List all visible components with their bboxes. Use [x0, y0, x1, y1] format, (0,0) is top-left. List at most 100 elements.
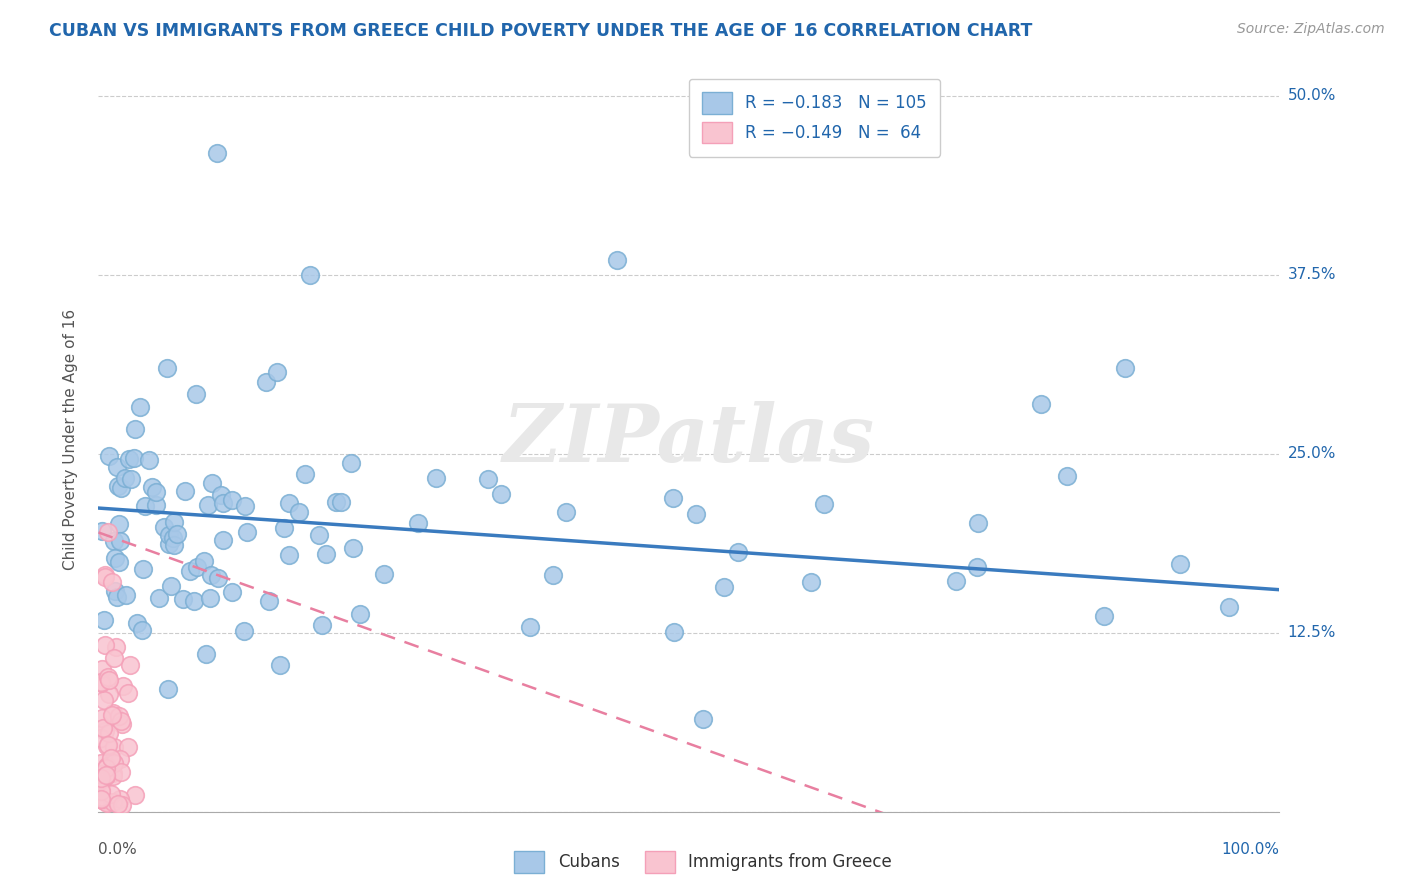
- Point: [157, 537, 180, 551]
- Point: [97, 525, 120, 540]
- Point: [325, 495, 347, 509]
- Point: [90, 676, 112, 690]
- Legend: Cubans, Immigrants from Greece: Cubans, Immigrants from Greece: [508, 845, 898, 880]
- Point: [108, 534, 131, 549]
- Point: [425, 471, 447, 485]
- Point: [148, 591, 170, 606]
- Point: [1218, 600, 1240, 615]
- Point: [662, 491, 685, 505]
- Text: 0.0%: 0.0%: [98, 842, 138, 857]
- Point: [90, 792, 112, 806]
- Point: [232, 624, 254, 639]
- Point: [340, 456, 363, 470]
- Point: [96, 739, 118, 754]
- Point: [107, 797, 129, 812]
- Point: [278, 548, 301, 562]
- Point: [103, 795, 125, 809]
- Point: [200, 568, 222, 582]
- Point: [349, 607, 371, 621]
- Point: [101, 575, 124, 590]
- Point: [90, 792, 112, 806]
- Point: [94, 568, 117, 582]
- Point: [685, 507, 707, 521]
- Point: [93, 721, 115, 735]
- Point: [110, 714, 132, 728]
- Point: [108, 709, 131, 723]
- Point: [100, 787, 122, 801]
- Point: [163, 516, 186, 530]
- Text: ZIPatlas: ZIPatlas: [503, 401, 875, 478]
- Point: [288, 505, 311, 519]
- Point: [1029, 396, 1052, 410]
- Point: [197, 498, 219, 512]
- Point: [90, 675, 112, 690]
- Point: [342, 541, 364, 556]
- Text: CUBAN VS IMMIGRANTS FROM GREECE CHILD POVERTY UNDER THE AGE OF 16 CORRELATION CH: CUBAN VS IMMIGRANTS FROM GREECE CHILD PO…: [49, 22, 1032, 40]
- Point: [91, 793, 114, 807]
- Point: [156, 682, 179, 697]
- Point: [107, 556, 129, 570]
- Point: [94, 569, 117, 583]
- Point: [269, 658, 291, 673]
- Point: [186, 387, 208, 401]
- Point: [519, 620, 541, 634]
- Point: [132, 562, 155, 576]
- Point: [156, 360, 179, 375]
- Point: [124, 422, 146, 436]
- Point: [966, 516, 988, 531]
- Point: [90, 792, 112, 806]
- Point: [266, 365, 288, 379]
- Point: [115, 588, 138, 602]
- Point: [125, 616, 148, 631]
- Point: [93, 794, 115, 808]
- Point: [96, 768, 118, 782]
- Point: [90, 783, 112, 797]
- Point: [103, 756, 125, 770]
- Point: [104, 583, 127, 598]
- Point: [162, 531, 184, 545]
- Point: [163, 538, 186, 552]
- Point: [97, 670, 120, 684]
- Point: [91, 524, 114, 539]
- Point: [96, 758, 118, 772]
- Point: [90, 768, 112, 782]
- Point: [107, 591, 129, 605]
- Point: [90, 771, 112, 785]
- Point: [122, 451, 145, 466]
- Point: [94, 769, 117, 783]
- Point: [1168, 557, 1191, 571]
- Point: [101, 706, 124, 721]
- Point: [813, 498, 835, 512]
- Point: [114, 471, 136, 485]
- Point: [477, 472, 499, 486]
- Point: [278, 496, 301, 510]
- Point: [108, 792, 131, 806]
- Point: [96, 796, 118, 810]
- Point: [134, 499, 156, 513]
- Point: [91, 766, 114, 780]
- Point: [98, 686, 121, 700]
- Point: [93, 613, 115, 627]
- Point: [205, 145, 228, 160]
- Point: [94, 723, 117, 738]
- Point: [373, 567, 395, 582]
- Point: [101, 708, 124, 723]
- Point: [221, 493, 243, 508]
- Point: [103, 740, 125, 755]
- Point: [212, 533, 235, 547]
- Text: 100.0%: 100.0%: [1222, 842, 1279, 857]
- Point: [108, 752, 131, 766]
- Point: [172, 592, 194, 607]
- Point: [124, 788, 146, 802]
- Point: [606, 253, 628, 268]
- Point: [254, 375, 277, 389]
- Point: [108, 517, 131, 532]
- Point: [235, 500, 257, 514]
- Point: [1092, 608, 1115, 623]
- Point: [966, 559, 988, 574]
- Point: [97, 726, 120, 740]
- Point: [98, 449, 121, 463]
- Point: [131, 624, 153, 638]
- Point: [107, 479, 129, 493]
- Point: [800, 575, 823, 590]
